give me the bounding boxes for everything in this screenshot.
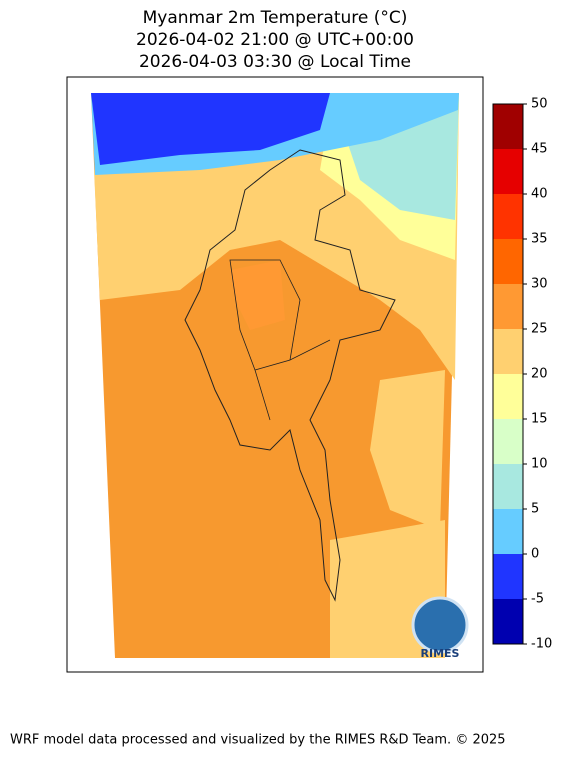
title-line: 2026-04-03 03:30 @ Local Time [139, 52, 411, 72]
colorbar-tick-label: 15 [531, 412, 548, 427]
colorbar-tick-label: -10 [531, 637, 552, 652]
colorbar-tick-label: 10 [531, 457, 548, 472]
colorbar-segment [493, 599, 523, 644]
colorbar-tick-label: 40 [531, 187, 548, 202]
colorbar-segment [493, 329, 523, 374]
logo: RIMES [411, 596, 469, 660]
map-field [91, 93, 459, 658]
colorbar-segment [493, 374, 523, 419]
colorbar-tick-label: 5 [531, 502, 539, 517]
colorbar-tick-label: 45 [531, 142, 548, 157]
colorbar-segment [493, 509, 523, 554]
colorbar-segment [493, 194, 523, 239]
colorbar-segment [493, 239, 523, 284]
colorbar-segment [493, 464, 523, 509]
title-line: 2026-04-02 21:00 @ UTC+00:00 [136, 30, 414, 50]
colorbar-segment [493, 284, 523, 329]
colorbar-tick-label: 50 [531, 97, 548, 112]
country-border [184, 149, 396, 602]
colorbar-segment [493, 554, 523, 599]
title-line: Myanmar 2m Temperature (°C) [143, 8, 408, 28]
colorbar-tick-label: 0 [531, 547, 539, 562]
colorbar-tick-label: -5 [531, 592, 544, 607]
logo-text: RIMES [421, 647, 460, 660]
colorbar-tick-label: 25 [531, 322, 548, 337]
colorbar-tick-label: 30 [531, 277, 548, 292]
colorbar-segment [493, 104, 523, 149]
colorbar-tick-label: 20 [531, 367, 548, 382]
colorbar-segment [493, 149, 523, 194]
colorbar-segment [493, 419, 523, 464]
colorbar-tick-label: 35 [531, 232, 548, 247]
state-borders [229, 259, 331, 421]
footer: WRF model data processed and visualized … [10, 733, 506, 748]
